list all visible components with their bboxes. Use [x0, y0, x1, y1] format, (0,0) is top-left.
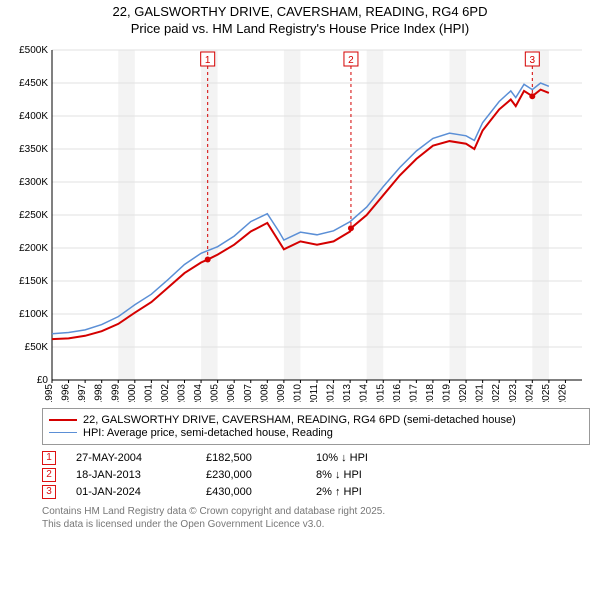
legend-row: HPI: Average price, semi-detached house,…: [49, 427, 583, 439]
svg-text:2007: 2007: [243, 383, 254, 401]
title-line-2: Price paid vs. HM Land Registry's House …: [8, 21, 592, 38]
svg-text:2011: 2011: [309, 383, 320, 401]
legend-label: 22, GALSWORTHY DRIVE, CAVERSHAM, READING…: [83, 414, 516, 426]
svg-text:£100K: £100K: [19, 309, 48, 320]
svg-text:£450K: £450K: [19, 78, 48, 89]
event-date: 18-JAN-2013: [76, 469, 186, 481]
svg-text:2024: 2024: [524, 383, 535, 401]
svg-text:2013: 2013: [342, 383, 353, 401]
legend-swatch: [49, 432, 77, 433]
svg-text:2010: 2010: [292, 383, 303, 401]
svg-text:2016: 2016: [392, 383, 403, 401]
event-row: 1 27-MAY-2004 £182,500 10% ↓ HPI: [42, 451, 590, 465]
svg-text:3: 3: [530, 55, 536, 66]
svg-text:1995: 1995: [44, 383, 55, 401]
legend-swatch: [49, 419, 77, 421]
svg-text:£500K: £500K: [19, 45, 48, 56]
svg-text:2003: 2003: [177, 383, 188, 401]
svg-text:2002: 2002: [160, 383, 171, 401]
svg-text:2004: 2004: [193, 383, 204, 401]
legend-row: 22, GALSWORTHY DRIVE, CAVERSHAM, READING…: [49, 414, 583, 426]
event-diff: 10% ↓ HPI: [316, 452, 416, 464]
legend: 22, GALSWORTHY DRIVE, CAVERSHAM, READING…: [42, 408, 590, 445]
footer-line: This data is licensed under the Open Gov…: [42, 518, 590, 531]
svg-text:1: 1: [205, 55, 211, 66]
svg-text:1997: 1997: [77, 383, 88, 401]
svg-text:1999: 1999: [110, 383, 121, 401]
svg-text:£250K: £250K: [19, 210, 48, 221]
svg-text:2017: 2017: [408, 383, 419, 401]
svg-text:2005: 2005: [210, 383, 221, 401]
legend-label: HPI: Average price, semi-detached house,…: [83, 427, 333, 439]
svg-text:2006: 2006: [226, 383, 237, 401]
event-date: 01-JAN-2024: [76, 486, 186, 498]
svg-text:£300K: £300K: [19, 177, 48, 188]
svg-text:2009: 2009: [276, 383, 287, 401]
svg-text:2020: 2020: [458, 383, 469, 401]
svg-text:2021: 2021: [475, 383, 486, 401]
event-row: 3 01-JAN-2024 £430,000 2% ↑ HPI: [42, 485, 590, 499]
svg-text:£150K: £150K: [19, 276, 48, 287]
chart-area: £0£50K£100K£150K£200K£250K£300K£350K£400…: [10, 42, 590, 402]
svg-text:2001: 2001: [143, 383, 154, 401]
chart-title-block: 22, GALSWORTHY DRIVE, CAVERSHAM, READING…: [0, 0, 600, 40]
footer-line: Contains HM Land Registry data © Crown c…: [42, 505, 590, 518]
svg-text:2008: 2008: [259, 383, 270, 401]
svg-text:£400K: £400K: [19, 111, 48, 122]
svg-text:2022: 2022: [491, 383, 502, 401]
event-diff: 2% ↑ HPI: [316, 486, 416, 498]
svg-text:2019: 2019: [442, 383, 453, 401]
svg-text:2015: 2015: [375, 383, 386, 401]
event-date: 27-MAY-2004: [76, 452, 186, 464]
svg-text:2025: 2025: [541, 383, 552, 401]
event-diff: 8% ↓ HPI: [316, 469, 416, 481]
svg-text:1998: 1998: [94, 383, 105, 401]
svg-text:£50K: £50K: [25, 342, 49, 353]
svg-text:2026: 2026: [557, 383, 568, 401]
svg-text:2: 2: [348, 55, 354, 66]
events-table: 1 27-MAY-2004 £182,500 10% ↓ HPI 2 18-JAN-201…: [42, 451, 590, 499]
svg-text:2012: 2012: [326, 383, 337, 401]
svg-text:2000: 2000: [127, 383, 138, 401]
svg-text:£350K: £350K: [19, 144, 48, 155]
chart-svg: £0£50K£100K£150K£200K£250K£300K£350K£400…: [10, 42, 590, 402]
title-line-1: 22, GALSWORTHY DRIVE, CAVERSHAM, READING…: [8, 4, 592, 21]
footer: Contains HM Land Registry data © Crown c…: [42, 505, 590, 531]
svg-text:2023: 2023: [508, 383, 519, 401]
svg-text:1996: 1996: [61, 383, 72, 401]
event-row: 2 18-JAN-2013 £230,000 8% ↓ HPI: [42, 468, 590, 482]
svg-text:2018: 2018: [425, 383, 436, 401]
event-marker: 2: [42, 468, 56, 482]
event-price: £430,000: [206, 486, 296, 498]
event-price: £182,500: [206, 452, 296, 464]
svg-text:£200K: £200K: [19, 243, 48, 254]
event-price: £230,000: [206, 469, 296, 481]
event-marker: 1: [42, 451, 56, 465]
event-marker: 3: [42, 485, 56, 499]
svg-text:2014: 2014: [359, 383, 370, 401]
